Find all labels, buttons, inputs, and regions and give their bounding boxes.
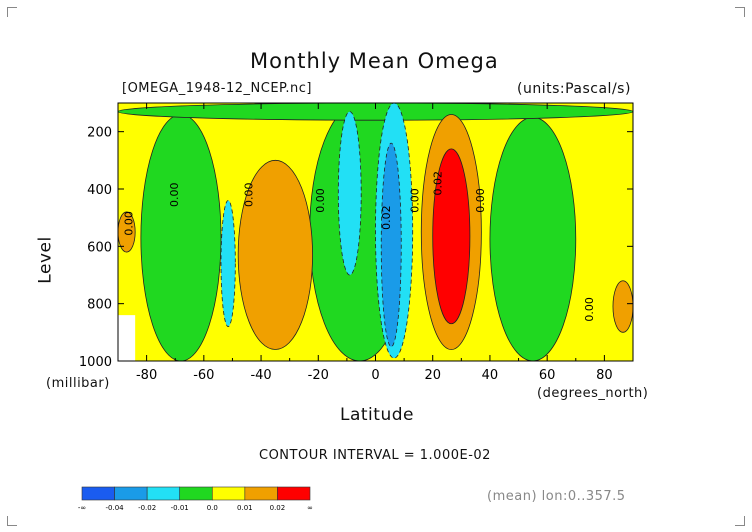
colorbar-tick-label: 0.0 bbox=[207, 504, 218, 512]
y-tick-label: 1000 bbox=[79, 355, 112, 370]
mean-note: (mean) lon:0..357.5 bbox=[487, 489, 626, 504]
contour-region-13 bbox=[380, 142, 402, 348]
x-tick-label: -20 bbox=[308, 368, 329, 383]
colorbar-swatch bbox=[277, 486, 311, 501]
colorbar-tick-label: ∞ bbox=[307, 504, 313, 512]
contour-region-3 bbox=[489, 116, 577, 361]
contour-region-11 bbox=[337, 111, 362, 276]
contour-label: 0.00 bbox=[314, 188, 327, 213]
x-tick-label: 40 bbox=[482, 368, 499, 383]
y-axis-unit: (millibar) bbox=[46, 376, 110, 391]
colorbar-swatch bbox=[179, 486, 213, 501]
contour-label: 0.02 bbox=[380, 205, 393, 230]
chart-title: Monthly Mean Omega bbox=[250, 49, 499, 73]
colorbar-tick-label: 0.02 bbox=[270, 504, 286, 512]
x-tick-label: 80 bbox=[596, 368, 613, 383]
contour-label: 0.00 bbox=[168, 182, 181, 207]
y-tick-label: 800 bbox=[87, 298, 112, 313]
x-tick-label: 60 bbox=[539, 368, 556, 383]
x-tick-label: -80 bbox=[136, 368, 157, 383]
x-axis-unit: (degrees_north) bbox=[537, 386, 649, 401]
colorbar-tick-label: 0.01 bbox=[237, 504, 253, 512]
contour-region-4 bbox=[118, 103, 633, 121]
y-tick-label: 600 bbox=[87, 240, 112, 255]
units-label: (units:Pascal/s) bbox=[517, 81, 631, 97]
x-tick-label: 20 bbox=[424, 368, 441, 383]
contour-region-10 bbox=[220, 200, 236, 327]
contour-region-6 bbox=[118, 211, 136, 253]
colorbar-swatch bbox=[211, 486, 246, 501]
colorbar-tick-label: -0.02 bbox=[138, 504, 156, 512]
contour-region-1 bbox=[140, 114, 222, 361]
colorbar-tick-label: -∞ bbox=[78, 504, 86, 512]
contour-fill-group bbox=[118, 103, 633, 361]
contour-label: 0.00 bbox=[408, 188, 421, 213]
contour-region-9 bbox=[432, 148, 471, 325]
contour-interval-note: CONTOUR INTERVAL = 1.000E-02 bbox=[259, 448, 491, 463]
missing-data-region bbox=[118, 315, 136, 361]
colorbar-tick-label: -0.04 bbox=[106, 504, 125, 512]
contour-label: 0.00 bbox=[122, 211, 135, 236]
contour-region-7 bbox=[612, 280, 633, 333]
x-tick-label: 0 bbox=[371, 368, 379, 383]
contour-region-5 bbox=[237, 159, 313, 350]
x-tick-label: -60 bbox=[193, 368, 214, 383]
x-axis-label: Latitude bbox=[340, 405, 414, 425]
colorbar-swatch bbox=[114, 486, 148, 501]
colorbar-swatch bbox=[146, 486, 181, 501]
y-tick-label: 400 bbox=[87, 183, 112, 198]
contour-label: 0.02 bbox=[431, 171, 444, 196]
colorbar-swatch bbox=[244, 486, 278, 501]
colorbar-swatch bbox=[81, 486, 115, 501]
x-tick-label: -40 bbox=[250, 368, 271, 383]
file-label: [OMEGA_1948-12_NCEP.nc] bbox=[122, 81, 312, 96]
contour-label: 0.00 bbox=[583, 297, 596, 322]
contour-label: 0.00 bbox=[242, 182, 255, 207]
y-tick-label: 200 bbox=[87, 126, 112, 141]
colorbar-tick-label: -0.01 bbox=[171, 504, 189, 512]
contour-label: 0.00 bbox=[474, 188, 487, 213]
